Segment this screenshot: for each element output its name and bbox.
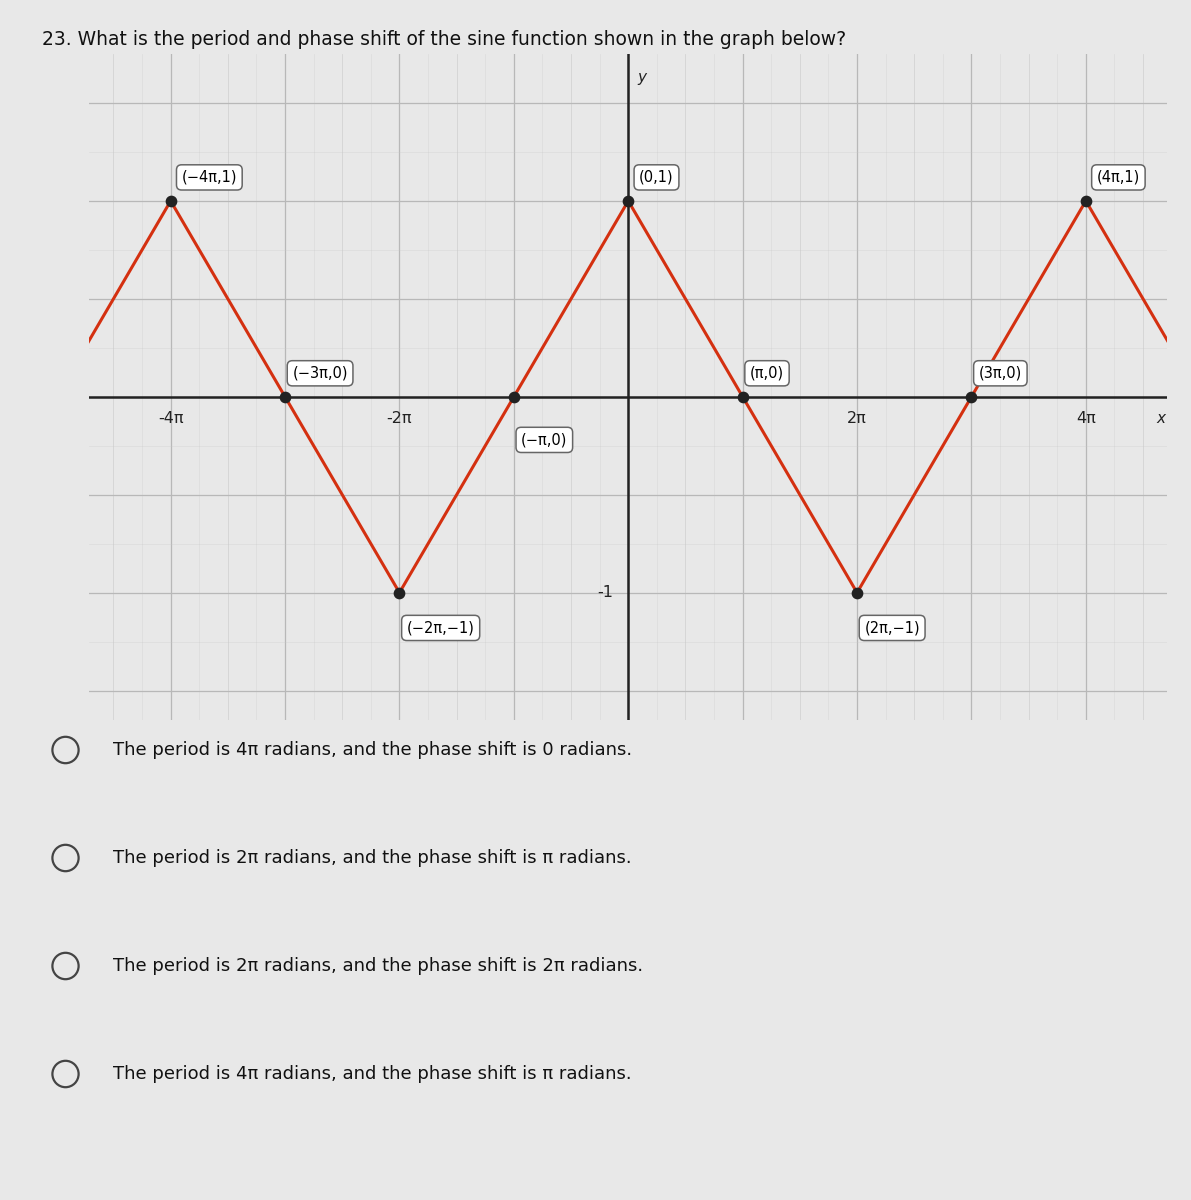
Point xyxy=(734,388,753,407)
Text: 2π: 2π xyxy=(847,410,867,426)
Point xyxy=(275,388,294,407)
Text: (−2π,−1): (−2π,−1) xyxy=(407,620,475,636)
Text: 4π: 4π xyxy=(1075,410,1096,426)
Text: (3π,0): (3π,0) xyxy=(979,366,1022,380)
Point xyxy=(161,191,180,210)
Text: 23. What is the period and phase shift of the sine function shown in the graph b: 23. What is the period and phase shift o… xyxy=(42,30,846,49)
Point xyxy=(962,388,981,407)
Text: The period is 2π radians, and the phase shift is 2π radians.: The period is 2π radians, and the phase … xyxy=(113,958,643,974)
Text: (−3π,0): (−3π,0) xyxy=(292,366,348,380)
Text: x: x xyxy=(1156,410,1165,426)
Text: The period is 2π radians, and the phase shift is π radians.: The period is 2π radians, and the phase … xyxy=(113,850,631,866)
Text: The period is 4π radians, and the phase shift is π radians.: The period is 4π radians, and the phase … xyxy=(113,1066,631,1082)
Point xyxy=(1077,191,1096,210)
Text: -4π: -4π xyxy=(158,410,183,426)
Point xyxy=(848,583,867,602)
Text: -1: -1 xyxy=(598,586,613,600)
Text: (−π,0): (−π,0) xyxy=(522,432,568,448)
Text: (4π,1): (4π,1) xyxy=(1097,170,1140,185)
Text: The period is 4π radians, and the phase shift is 0 radians.: The period is 4π radians, and the phase … xyxy=(113,740,632,758)
Point xyxy=(504,388,523,407)
Text: (0,1): (0,1) xyxy=(640,170,674,185)
Text: (−4π,1): (−4π,1) xyxy=(181,170,237,185)
Point xyxy=(46,388,66,407)
Text: (π,0): (π,0) xyxy=(750,366,784,380)
Text: y: y xyxy=(637,70,647,85)
Text: -2π: -2π xyxy=(387,410,412,426)
Point xyxy=(619,191,638,210)
Text: (2π,−1): (2π,−1) xyxy=(865,620,919,636)
Point xyxy=(389,583,409,602)
